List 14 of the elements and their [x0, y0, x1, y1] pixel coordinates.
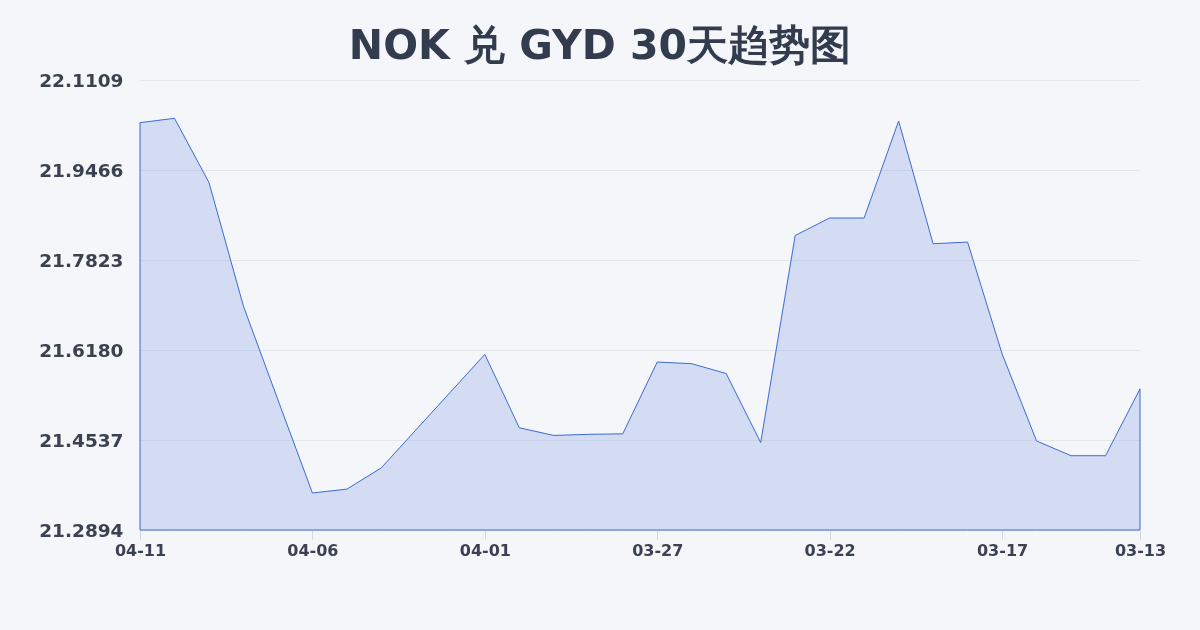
x-tick-label: 03-13 — [1114, 540, 1167, 560]
chart-title: NOK 兑 GYD 30天趋势图 — [348, 21, 852, 69]
y-tick-label: 22.1109 — [39, 69, 124, 91]
y-tick-label: 21.4537 — [39, 429, 124, 451]
x-tick-label: 04-01 — [459, 540, 511, 560]
x-tick-label: 04-11 — [114, 540, 167, 560]
y-tick-label: 21.6180 — [39, 339, 124, 361]
x-tick-label: 03-17 — [976, 540, 1029, 560]
y-tick-label: 21.9466 — [39, 159, 124, 181]
x-tick-label: 03-22 — [804, 540, 856, 560]
y-tick-label: 21.7823 — [39, 249, 124, 271]
x-tick-label: 04-06 — [287, 540, 339, 560]
x-tick-label: 03-27 — [632, 540, 684, 560]
y-tick-label: 21.2894 — [39, 519, 124, 541]
